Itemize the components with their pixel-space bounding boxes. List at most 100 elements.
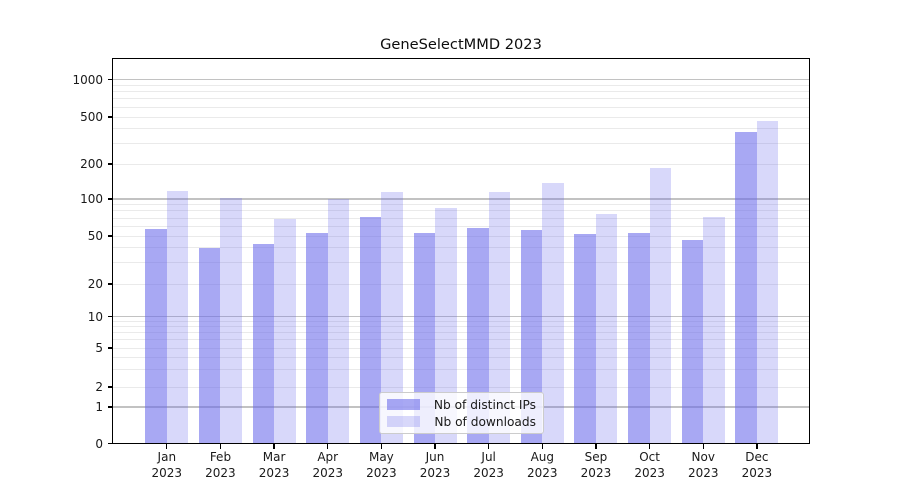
- x-tick-mark: [273, 444, 275, 449]
- y-tick-mark: [107, 283, 113, 285]
- legend-swatch-downloads: [387, 416, 420, 427]
- y-axis-tick-label: 100: [80, 192, 103, 206]
- x-label-year: 2023: [258, 465, 290, 480]
- minor-gridline: [113, 116, 810, 118]
- x-label-month: Sep: [584, 450, 608, 464]
- x-axis-tick-label: Jan 2023: [135, 450, 199, 481]
- x-label-year: 2023: [151, 465, 183, 480]
- major-gridline: [113, 198, 810, 200]
- x-label-year: 2023: [366, 465, 397, 480]
- minor-gridline: [113, 106, 810, 108]
- x-axis-tick-label: May 2023: [349, 450, 413, 481]
- bar-downloads-dec: [756, 120, 779, 444]
- x-label-year: 2023: [419, 465, 451, 480]
- y-axis-tick-label: 0: [95, 436, 103, 451]
- x-axis-tick-label: Dec 2023: [725, 450, 789, 481]
- bar-distinct-ips-jul: [467, 228, 489, 444]
- x-label-year: 2023: [527, 465, 558, 480]
- y-axis-tick-label: 2: [95, 380, 103, 394]
- y-axis-tick-label: 10: [87, 309, 103, 324]
- y-axis-tick-label: 500: [80, 110, 103, 124]
- bar-downloads-jan: [166, 190, 189, 444]
- minor-gridline: [113, 320, 810, 322]
- minor-gridline: [113, 356, 810, 358]
- chart-title: GeneSelectMMD 2023: [380, 36, 542, 53]
- minor-gridline: [113, 332, 810, 334]
- x-label-month: Aug: [530, 450, 555, 464]
- x-label-year: 2023: [205, 465, 236, 480]
- x-axis-tick-label: Mar 2023: [242, 450, 306, 481]
- x-tick-mark: [702, 444, 704, 449]
- legend-label-distinct-ips: Nb of distinct IPs: [433, 397, 536, 412]
- x-label-year: 2023: [580, 465, 612, 480]
- x-axis-tick-label: Apr 2023: [296, 450, 360, 481]
- x-label-year: 2023: [634, 465, 665, 480]
- x-tick-mark: [219, 444, 222, 449]
- y-axis-tick-label: 1: [95, 400, 103, 414]
- bar-downloads-oct: [649, 167, 672, 444]
- x-axis-tick-label: Sep 2023: [564, 450, 628, 481]
- x-label-month: Mar: [262, 450, 286, 464]
- x-tick-mark: [434, 444, 436, 449]
- bar-downloads-aug: [542, 183, 564, 444]
- y-tick-mark: [107, 406, 113, 408]
- minor-gridline: [113, 84, 810, 86]
- legend: Nb of distinct IPs Nb of downloads: [379, 392, 544, 434]
- x-axis-tick-label: Nov 2023: [671, 450, 735, 481]
- minor-gridline: [113, 91, 810, 93]
- x-axis-tick-label: Jun 2023: [403, 450, 467, 481]
- x-label-month: Feb: [209, 450, 232, 464]
- y-axis-tick-label: 50: [87, 229, 103, 243]
- x-axis-tick-label: Jul 2023: [457, 450, 521, 481]
- bar-distinct-ips-aug: [520, 229, 543, 444]
- x-tick-mark: [648, 444, 651, 449]
- bar-distinct-ips-feb: [198, 247, 221, 444]
- bar-distinct-ips-may: [359, 216, 382, 444]
- y-tick-mark: [107, 347, 113, 349]
- bar-downloads-may: [381, 191, 403, 444]
- bar-downloads-jun: [435, 207, 457, 444]
- y-tick-mark: [107, 116, 113, 118]
- legend-entry-distinct-ips: Nb of distinct IPs: [387, 398, 536, 412]
- minor-gridline: [113, 204, 810, 206]
- y-tick-mark: [107, 386, 113, 388]
- minor-gridline: [113, 262, 810, 264]
- minor-gridline: [113, 339, 810, 341]
- x-tick-mark: [380, 444, 383, 449]
- bar-distinct-ips-jan: [145, 229, 167, 444]
- legend-label-downloads: Nb of downloads: [434, 414, 536, 429]
- x-axis-tick-label: Oct 2023: [618, 450, 682, 481]
- y-tick-mark: [107, 163, 113, 165]
- bar-distinct-ips-dec: [735, 132, 757, 444]
- x-label-year: 2023: [741, 465, 773, 480]
- x-label-month: Jan: [157, 450, 177, 464]
- y-tick-mark: [107, 442, 113, 445]
- bar-downloads-sep: [595, 214, 618, 444]
- minor-gridline: [113, 225, 810, 227]
- bar-distinct-ips-sep: [574, 233, 596, 444]
- legend-swatch-distinct-ips: [387, 399, 420, 410]
- minor-gridline: [113, 235, 810, 237]
- bar-distinct-ips-jun: [413, 232, 436, 444]
- y-tick-mark: [107, 198, 113, 200]
- minor-gridline: [113, 217, 810, 219]
- x-axis-tick-label: Feb 2023: [188, 450, 252, 481]
- x-tick-mark: [487, 444, 490, 449]
- y-tick-mark: [107, 235, 113, 237]
- y-axis-tick-label: 200: [80, 157, 103, 171]
- bar-downloads-apr: [327, 199, 350, 444]
- y-axis-tick-label: 1000: [72, 72, 103, 87]
- x-label-month: Oct: [639, 450, 660, 464]
- x-tick-mark: [541, 444, 543, 449]
- minor-gridline: [113, 326, 810, 328]
- minor-gridline: [113, 283, 810, 285]
- y-axis-tick-label: 20: [87, 277, 103, 291]
- x-label-month: Jul: [481, 450, 496, 464]
- x-label-month: Dec: [745, 450, 769, 464]
- y-tick-mark: [107, 78, 113, 81]
- x-label-year: 2023: [312, 465, 343, 480]
- x-tick-mark: [595, 444, 597, 449]
